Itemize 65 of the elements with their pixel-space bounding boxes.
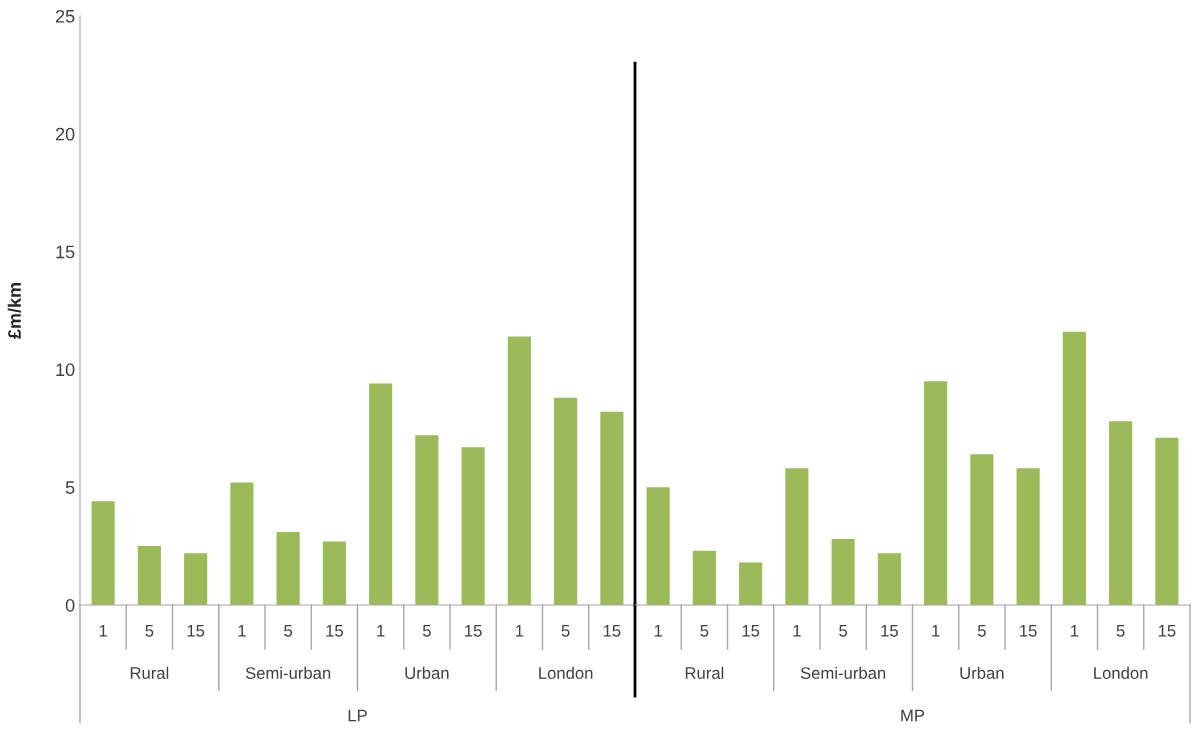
x-tick-label: 1	[654, 625, 662, 637]
bar	[91, 501, 115, 605]
x-tick-label: 5	[1116, 625, 1125, 637]
y-axis-title: £m/km	[7, 283, 22, 339]
x-tick-label: 15	[1020, 625, 1037, 637]
bar	[322, 541, 346, 605]
bar	[785, 468, 809, 605]
x-tick-label: 15	[465, 625, 482, 637]
bar	[739, 562, 763, 605]
text: Rural	[130, 666, 169, 679]
y-tick-label: 25	[55, 9, 75, 23]
bar	[507, 336, 531, 605]
y-tick-label: 15	[56, 245, 75, 259]
bar	[554, 397, 578, 605]
x-tick-label: 15	[1158, 625, 1176, 637]
text: Semi-urban	[245, 666, 331, 679]
bar	[137, 546, 161, 605]
text: Rural	[685, 666, 724, 679]
y-tick-label: 20	[55, 127, 75, 141]
x-tick-label: 1	[793, 625, 801, 637]
text: London	[1094, 666, 1148, 679]
x-tick-label: 15	[326, 625, 343, 637]
x-tick-label: 15	[881, 625, 898, 637]
bar	[1109, 421, 1133, 605]
bar	[1062, 331, 1086, 605]
x-tick-label: 1	[238, 625, 246, 637]
x-axis-title: MP	[901, 709, 925, 722]
x-tick-label: 1	[377, 625, 385, 637]
bar	[831, 539, 855, 605]
bar	[461, 447, 485, 605]
x-tick-label: 1	[99, 625, 107, 637]
x-tick-label: 15	[742, 625, 760, 637]
y-tick-label: 0	[65, 598, 75, 612]
x-tick-label: 5	[977, 625, 986, 637]
x-tick-label: 1	[1071, 625, 1079, 637]
bar	[415, 435, 439, 605]
bar	[1155, 437, 1179, 605]
bar	[924, 381, 948, 605]
bar	[600, 411, 624, 605]
x-tick-label: 5	[422, 625, 431, 637]
bar	[184, 553, 208, 605]
bar	[1016, 468, 1040, 605]
x-tick-label: 5	[839, 625, 848, 637]
x-tick-label: 5	[561, 625, 570, 637]
y-tick-label: 5	[65, 481, 75, 494]
y-tick-label: 10	[56, 363, 75, 377]
bar	[369, 383, 393, 605]
bar	[276, 531, 300, 605]
bar	[970, 454, 994, 605]
text: London	[539, 666, 593, 679]
text: Urban	[405, 666, 449, 679]
text: Urban	[960, 666, 1004, 679]
bar	[646, 487, 670, 605]
x-tick-label: 5	[700, 625, 709, 637]
x-tick-label: 5	[145, 625, 154, 637]
bar	[230, 482, 254, 605]
bar	[877, 553, 901, 605]
text: Semi-urban	[800, 666, 886, 679]
x-tick-label: 5	[284, 625, 293, 637]
bar	[692, 550, 716, 605]
x-tick-label: 1	[932, 625, 940, 637]
x-axis-title: LP	[348, 709, 367, 722]
x-tick-label: 15	[187, 625, 205, 637]
x-tick-label: 15	[603, 625, 621, 637]
x-tick-label: 1	[516, 625, 524, 637]
